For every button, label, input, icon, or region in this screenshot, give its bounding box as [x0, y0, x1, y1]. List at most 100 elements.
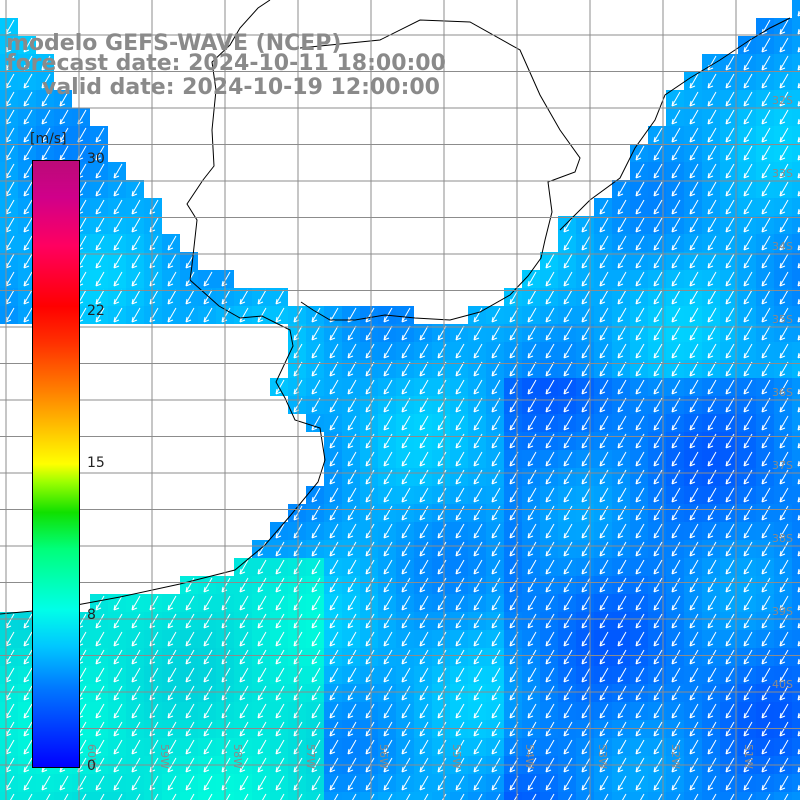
- wind-speed-cell: [702, 306, 720, 324]
- wind-speed-cell: [756, 540, 774, 558]
- wind-speed-cell: [612, 216, 630, 234]
- wind-speed-cell: [234, 666, 252, 684]
- wind-arrow: [113, 253, 123, 269]
- wind-speed-cell: [720, 252, 738, 270]
- wind-arrow: [707, 73, 717, 89]
- wind-arrow: [329, 361, 339, 377]
- wind-arrow: [653, 199, 663, 215]
- wind-speed-cell: [666, 360, 684, 378]
- wind-speed-cell: [702, 198, 720, 216]
- wind-speed-cell: [270, 648, 288, 666]
- wind-speed-cell: [666, 504, 684, 522]
- wind-speed-cell: [486, 342, 504, 360]
- wind-speed-cell: [666, 144, 684, 162]
- wind-speed-cell: [630, 648, 648, 666]
- wind-arrow: [401, 667, 411, 683]
- wind-arrow: [23, 271, 33, 287]
- wind-speed-cell: [558, 684, 576, 702]
- wind-speed-cell: [288, 504, 306, 522]
- wind-arrow: [41, 775, 51, 791]
- wind-speed-cell: [144, 216, 162, 234]
- wind-speed-cell: [702, 180, 720, 198]
- wind-arrow: [599, 343, 609, 359]
- latitude-label: 32S: [772, 94, 793, 107]
- wind-speed-cell: [90, 648, 108, 666]
- wind-arrow: [707, 253, 717, 269]
- wind-speed-cell: [450, 648, 468, 666]
- wind-arrow: [131, 703, 141, 719]
- wind-arrow: [725, 109, 735, 125]
- wind-speed-cell: [612, 540, 630, 558]
- wind-arrow: [473, 559, 483, 575]
- wind-speed-cell: [684, 126, 702, 144]
- wind-speed-cell: [306, 648, 324, 666]
- wind-speed-cell: [396, 504, 414, 522]
- wind-arrow: [95, 703, 105, 719]
- wind-speed-cell: [774, 252, 792, 270]
- wind-arrow: [797, 550, 800, 557]
- wind-speed-cell: [684, 414, 702, 432]
- wind-speed-cell: [378, 612, 396, 630]
- wind-speed-cell: [234, 738, 252, 756]
- wind-speed-cell: [0, 108, 18, 126]
- wind-speed-cell: [612, 270, 630, 288]
- wind-arrow: [743, 523, 753, 539]
- wind-arrow: [401, 559, 411, 575]
- wind-speed-cell: [126, 180, 144, 198]
- wind-arrow: [131, 271, 141, 287]
- wind-speed-cell: [666, 90, 684, 108]
- wind-speed-cell: [558, 360, 576, 378]
- wind-speed-cell: [234, 702, 252, 720]
- wind-arrow: [185, 613, 195, 629]
- wind-arrow: [491, 703, 501, 719]
- wind-speed-cell: [324, 594, 342, 612]
- wind-arrow: [275, 523, 285, 539]
- wind-speed-cell: [666, 324, 684, 342]
- wind-speed-cell: [774, 54, 792, 72]
- wind-arrow: [671, 415, 681, 431]
- wind-arrow: [347, 685, 357, 701]
- wind-speed-cell: [432, 792, 450, 804]
- wind-arrow: [797, 208, 800, 215]
- wind-arrow: [725, 379, 735, 395]
- wind-arrow: [635, 199, 645, 215]
- wind-arrow: [419, 361, 429, 377]
- wind-arrow: [95, 127, 105, 143]
- wind-speed-cell: [144, 792, 162, 804]
- wind-arrow: [671, 487, 681, 503]
- wind-speed-cell: [684, 702, 702, 720]
- wind-speed-cell: [756, 144, 774, 162]
- wind-speed-cell: [702, 252, 720, 270]
- wind-arrow: [491, 451, 501, 467]
- wind-arrow: [473, 379, 483, 395]
- wind-arrow: [257, 685, 267, 701]
- wind-arrow: [797, 280, 800, 287]
- wind-speed-cell: [612, 252, 630, 270]
- wind-speed-cell: [666, 648, 684, 666]
- wind-speed-cell: [468, 450, 486, 468]
- wind-arrow: [527, 505, 537, 521]
- wind-speed-cell: [486, 576, 504, 594]
- wind-speed-cell: [450, 324, 468, 342]
- wind-arrow: [581, 505, 591, 521]
- wind-speed-cell: [612, 234, 630, 252]
- wind-arrow: [707, 541, 717, 557]
- wind-arrow: [689, 613, 699, 629]
- latitude-label: 40S: [772, 678, 793, 691]
- wind-speed-cell: [738, 648, 756, 666]
- wind-speed-cell: [432, 486, 450, 504]
- wind-speed-cell: [792, 126, 800, 144]
- wind-arrow: [257, 577, 267, 593]
- wind-speed-cell: [612, 414, 630, 432]
- wind-arrow: [635, 253, 645, 269]
- wind-speed-cell: [720, 774, 738, 792]
- wind-speed-cell: [72, 792, 90, 804]
- wind-speed-cell: [594, 306, 612, 324]
- wind-speed-cell: [414, 630, 432, 648]
- wind-speed-cell: [18, 72, 36, 90]
- wind-arrow: [401, 325, 411, 341]
- wind-arrow: [257, 649, 267, 665]
- wind-arrow: [329, 775, 339, 791]
- wind-speed-cell: [180, 630, 198, 648]
- wind-speed-cell: [342, 684, 360, 702]
